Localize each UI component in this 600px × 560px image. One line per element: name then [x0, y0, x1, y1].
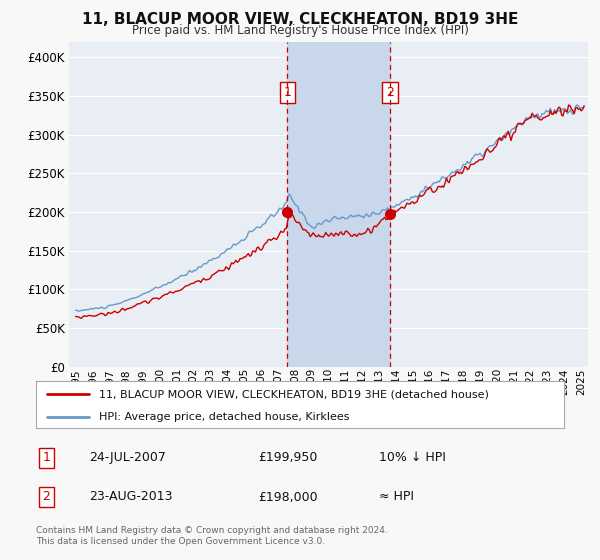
Text: 10% ↓ HPI: 10% ↓ HPI — [379, 451, 446, 464]
Text: 1: 1 — [283, 86, 291, 99]
Bar — [287, 42, 390, 367]
Text: Contains HM Land Registry data © Crown copyright and database right 2024.: Contains HM Land Registry data © Crown c… — [36, 526, 388, 535]
Text: 11, BLACUP MOOR VIEW, CLECKHEATON, BD19 3HE: 11, BLACUP MOOR VIEW, CLECKHEATON, BD19 … — [82, 12, 518, 27]
Text: £198,000: £198,000 — [258, 491, 317, 503]
Text: £199,950: £199,950 — [258, 451, 317, 464]
Text: ≈ HPI: ≈ HPI — [379, 491, 414, 503]
Text: Price paid vs. HM Land Registry's House Price Index (HPI): Price paid vs. HM Land Registry's House … — [131, 24, 469, 36]
Text: 1: 1 — [43, 451, 50, 464]
Text: HPI: Average price, detached house, Kirklees: HPI: Average price, detached house, Kirk… — [100, 412, 350, 422]
Text: 23-AUG-2013: 23-AUG-2013 — [89, 491, 172, 503]
Text: 11, BLACUP MOOR VIEW, CLECKHEATON, BD19 3HE (detached house): 11, BLACUP MOOR VIEW, CLECKHEATON, BD19 … — [100, 389, 489, 399]
Text: 24-JUL-2007: 24-JUL-2007 — [89, 451, 166, 464]
Text: This data is licensed under the Open Government Licence v3.0.: This data is licensed under the Open Gov… — [36, 538, 325, 547]
Text: 2: 2 — [43, 491, 50, 503]
Text: 2: 2 — [386, 86, 394, 99]
